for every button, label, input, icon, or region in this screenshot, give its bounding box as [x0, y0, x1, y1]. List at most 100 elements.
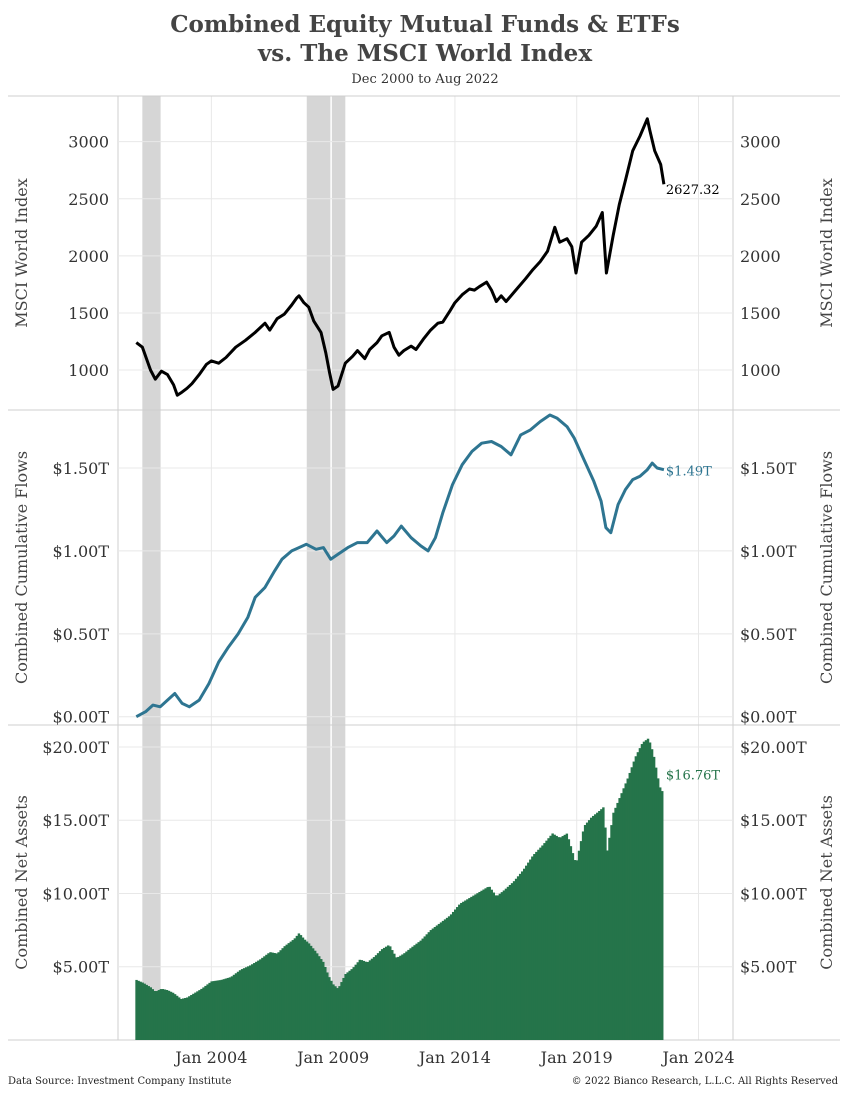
net-assets-bar — [472, 895, 475, 1040]
net-assets-bar — [656, 778, 660, 1040]
net-assets-bar — [374, 955, 378, 1040]
net-assets-bar — [224, 978, 228, 1040]
x-tick-label: Jan 2019 — [539, 1048, 613, 1067]
net-assets-bar — [147, 986, 150, 1040]
net-assets-bar — [364, 961, 368, 1040]
net-assets-bar — [559, 837, 562, 1040]
net-assets-bar — [547, 838, 550, 1040]
net-assets-bar — [167, 990, 171, 1040]
net-assets-bar — [634, 756, 638, 1040]
net-assets-bar — [486, 887, 489, 1040]
net-assets-bar — [366, 961, 370, 1040]
net-assets-bar — [192, 993, 195, 1040]
net-assets-bar — [348, 970, 351, 1040]
net-assets-bar — [358, 959, 362, 1040]
net-assets-bar — [518, 873, 522, 1040]
net-assets-bar — [575, 860, 579, 1040]
net-assets-bar — [208, 982, 211, 1040]
net-assets-bar — [159, 989, 163, 1040]
net-assets-bar — [405, 951, 408, 1040]
y-tick-label-right: 2000 — [740, 247, 781, 266]
net-assets-bar — [449, 914, 453, 1040]
net-assets-bar — [285, 944, 288, 1040]
net-assets-bar — [141, 982, 144, 1040]
net-assets-bar — [255, 961, 258, 1040]
net-assets-bar — [561, 836, 565, 1040]
net-assets-bar — [397, 956, 400, 1040]
y-tick-label-left: $15.00T — [42, 811, 109, 830]
net-assets-bar — [350, 969, 353, 1040]
net-assets-bar — [523, 868, 526, 1040]
y-tick-label-left: $1.00T — [53, 542, 110, 561]
recession-band — [306, 96, 346, 1040]
y-tick-label-right: $15.00T — [740, 811, 807, 830]
net-assets-bar — [573, 860, 577, 1040]
recession-band — [142, 96, 161, 1040]
net-assets-bars — [135, 738, 664, 1040]
net-assets-bar — [297, 933, 301, 1040]
net-assets-bar — [173, 994, 177, 1040]
net-assets-bar — [535, 851, 538, 1040]
net-assets-bar — [324, 966, 327, 1040]
y-tick-label-right: $0.00T — [740, 708, 797, 727]
net-assets-bar — [259, 959, 262, 1040]
net-assets-bar — [340, 982, 343, 1040]
net-assets-bar — [563, 834, 567, 1040]
y-tick-label-right: $5.00T — [740, 958, 797, 977]
y-axis-title-right: Combined Net Assets — [817, 795, 836, 970]
net-assets-bar — [464, 900, 467, 1040]
net-assets-bar — [399, 955, 402, 1040]
net-assets-bar — [155, 991, 159, 1040]
net-assets-bar — [169, 991, 173, 1040]
net-assets-bar — [139, 981, 142, 1040]
net-assets-bar — [234, 973, 238, 1040]
net-assets-bar — [516, 876, 520, 1040]
net-assets-bar — [281, 948, 284, 1040]
net-assets-bar — [579, 841, 583, 1040]
chart-title-line2: vs. The MSCI World Index — [257, 40, 593, 67]
net-assets-bar — [441, 920, 445, 1040]
y-tick-label-right: $1.50T — [740, 459, 797, 478]
net-assets-bar — [186, 997, 189, 1040]
net-assets-bar — [271, 952, 274, 1040]
net-assets-bar — [456, 907, 459, 1040]
net-assets-bar — [612, 812, 615, 1040]
net-assets-bar — [380, 949, 384, 1040]
net-assets-bar — [214, 980, 217, 1040]
net-assets-bar — [401, 954, 404, 1040]
net-assets-bar — [616, 802, 619, 1040]
net-assets-bar — [658, 787, 662, 1040]
net-assets-bar — [328, 977, 331, 1040]
net-assets-bar — [474, 894, 477, 1040]
net-assets-bar — [409, 948, 412, 1040]
net-assets-bar — [650, 749, 654, 1040]
net-assets-bar — [545, 840, 548, 1040]
net-assets-bar — [393, 953, 396, 1040]
net-assets-bar — [413, 945, 416, 1040]
net-assets-bar — [600, 809, 603, 1040]
y-tick-label-left: $20.00T — [42, 738, 109, 757]
net-assets-bar — [263, 956, 266, 1040]
net-assets-bar — [334, 986, 337, 1040]
net-assets-bar — [253, 963, 256, 1040]
net-assets-bar — [220, 979, 224, 1040]
net-assets-bar — [640, 744, 644, 1040]
net-assets-bar — [482, 889, 485, 1040]
net-assets-bar — [466, 899, 469, 1040]
net-assets-bar — [470, 896, 473, 1040]
y-axis-title-right: Combined Cumulative Flows — [817, 451, 836, 684]
net-assets-bar — [480, 890, 483, 1040]
net-assets-bar — [462, 901, 465, 1040]
data-source-note: Data Source: Investment Company Institut… — [8, 1076, 232, 1087]
net-assets-bar — [439, 922, 443, 1040]
y-tick-label-left: 3000 — [68, 133, 109, 152]
net-assets-bar — [267, 953, 270, 1040]
net-assets-bar — [648, 742, 652, 1040]
net-assets-bar — [257, 960, 260, 1040]
y-tick-label-left: 1500 — [68, 304, 109, 323]
net-assets-bar — [184, 997, 187, 1040]
net-assets-bar — [320, 959, 323, 1040]
net-assets-bar — [175, 995, 179, 1040]
net-assets-bar — [425, 934, 429, 1040]
